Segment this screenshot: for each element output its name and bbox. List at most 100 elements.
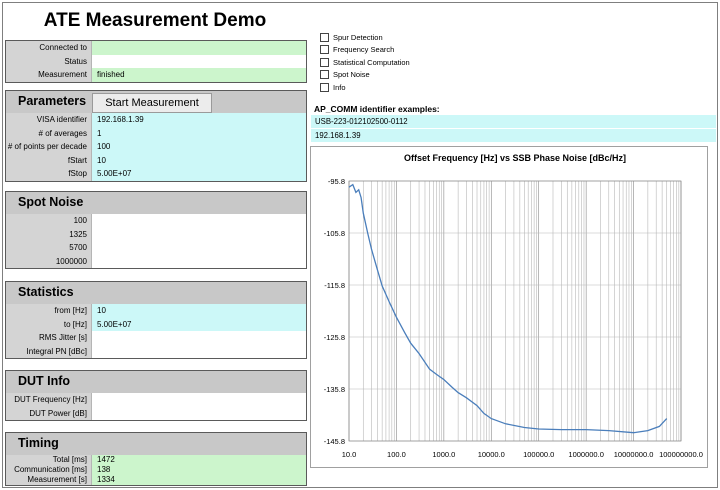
- dut-info-header: DUT Info: [6, 371, 306, 393]
- spot-noise-value: [91, 241, 306, 255]
- timing-title: Timing: [18, 436, 59, 450]
- checkbox-label: Statistical Computation: [333, 57, 410, 67]
- timing-label: Measurement [s]: [6, 475, 91, 485]
- y-tick-label: -105.8: [324, 229, 345, 238]
- timing-label: Communication [ms]: [6, 465, 91, 475]
- option-checkboxes: Spur Detection Frequency Search Statisti…: [320, 31, 410, 94]
- checkbox-label: Frequency Search: [333, 45, 395, 55]
- stat-to-input[interactable]: 5.00E+07: [91, 317, 306, 331]
- phase-noise-series-line: [348, 183, 668, 434]
- timing-meas-value: 1334: [91, 475, 306, 485]
- checkbox-box[interactable]: [320, 45, 329, 55]
- stat-label: Integral PN [dBc]: [6, 344, 91, 358]
- statistical-computation-checkbox[interactable]: Statistical Computation: [320, 56, 410, 69]
- dut-label: DUT Power [dB]: [6, 406, 91, 420]
- status-value: [91, 54, 306, 68]
- timing-total-value: 1472: [91, 455, 306, 465]
- parameters-title: Parameters: [18, 94, 87, 108]
- plot-area-border: [348, 180, 682, 442]
- chart-title: Offset Frequency [Hz] vs SSB Phase Noise…: [404, 153, 626, 163]
- info-checkbox[interactable]: Info: [320, 81, 410, 94]
- page-title: ATE Measurement Demo: [43, 10, 267, 31]
- param-label: fStop: [6, 167, 91, 181]
- points-per-decade-input[interactable]: 100: [91, 140, 306, 154]
- checkbox-box[interactable]: [320, 32, 329, 42]
- spot-noise-panel: Spot Noise 100 1325 5700 1000000: [5, 191, 307, 269]
- timing-label: Total [ms]: [6, 455, 91, 465]
- frequency-search-checkbox[interactable]: Frequency Search: [320, 44, 410, 57]
- x-tick-label: 100.0: [387, 450, 406, 459]
- param-label: VISA identifier: [6, 113, 91, 127]
- spot-freq-label: 100: [6, 214, 91, 228]
- dut-info-panel: DUT Info DUT Frequency [Hz] DUT Power [d…: [5, 370, 307, 421]
- status-row-measurement: Measurement finished: [6, 68, 306, 82]
- connected-label: Connected to: [6, 41, 91, 55]
- y-tick-label: -95.8: [328, 177, 345, 186]
- param-label: # of averages: [6, 126, 91, 140]
- spot-noise-title: Spot Noise: [18, 195, 84, 209]
- integral-pn-value: [91, 344, 306, 358]
- measurement-label: Measurement: [6, 68, 91, 82]
- spot-noise-value: [91, 214, 306, 228]
- x-tick-label: 10000.0: [478, 450, 505, 459]
- statistics-title: Statistics: [18, 285, 74, 299]
- spot-noise-header: Spot Noise: [6, 192, 306, 214]
- dut-info-title: DUT Info: [18, 374, 71, 388]
- connected-value[interactable]: [91, 41, 306, 55]
- stat-label: RMS Jitter [s]: [6, 331, 91, 345]
- visa-identifier-input[interactable]: 192.168.1.39: [91, 113, 306, 127]
- status-row-connected: Connected to: [6, 41, 306, 55]
- averages-input[interactable]: 1: [91, 126, 306, 140]
- checkbox-label: Info: [333, 82, 346, 92]
- timing-comm-value: 138: [91, 465, 306, 475]
- y-tick-label: -125.8: [324, 333, 345, 342]
- status-row-status: Status: [6, 54, 306, 68]
- x-tick-label: 10.0: [342, 450, 357, 459]
- dut-frequency-value: [91, 393, 306, 407]
- timing-panel: Timing Total [ms] 1472 Communication [ms]…: [5, 432, 307, 486]
- x-tick-label: 1000000.0: [568, 450, 603, 459]
- x-tick-label: 100000000.0: [659, 450, 703, 459]
- x-tick-label: 1000.0: [432, 450, 455, 459]
- stat-from-input[interactable]: 10: [91, 304, 306, 318]
- y-tick-label: -145.8: [324, 437, 345, 446]
- param-label: fStart: [6, 153, 91, 167]
- identifier-example-usb: USB-223-012102500-0112: [311, 115, 716, 128]
- rms-jitter-value: [91, 331, 306, 345]
- spot-freq-label: 1325: [6, 227, 91, 241]
- y-tick-label: -135.8: [324, 385, 345, 394]
- y-tick-label: -115.8: [324, 281, 345, 290]
- phase-noise-chart: Offset Frequency [Hz] vs SSB Phase Noise…: [310, 146, 708, 468]
- stat-label: from [Hz]: [6, 304, 91, 318]
- status-panel: Connected to Status Measurement finished: [5, 40, 307, 83]
- checkbox-box[interactable]: [320, 57, 329, 67]
- spur-detection-checkbox[interactable]: Spur Detection: [320, 31, 410, 44]
- x-tick-label: 100000.0: [523, 450, 554, 459]
- fstop-input[interactable]: 5.00E+07: [91, 167, 306, 181]
- param-label: # of points per decade: [6, 140, 91, 154]
- identifier-examples-label: AP_COMM identifier examples:: [314, 104, 440, 114]
- x-tick-label: 10000000.0: [614, 450, 654, 459]
- checkbox-label: Spur Detection: [333, 32, 383, 42]
- fstart-input[interactable]: 10: [91, 153, 306, 167]
- phase-noise-chart-svg: Offset Frequency [Hz] vs SSB Phase Noise…: [324, 153, 703, 459]
- spot-freq-label: 5700: [6, 241, 91, 255]
- timing-header: Timing: [6, 433, 306, 455]
- checkbox-box[interactable]: [320, 82, 329, 92]
- parameters-panel: Parameters Start Measurement VISA identi…: [5, 90, 307, 182]
- status-label: Status: [6, 54, 91, 68]
- dut-power-value: [91, 406, 306, 420]
- measurement-value: finished: [91, 68, 306, 82]
- spot-noise-value: [91, 254, 306, 268]
- parameters-header: Parameters Start Measurement: [6, 91, 306, 113]
- dut-label: DUT Frequency [Hz]: [6, 393, 91, 407]
- stat-label: to [Hz]: [6, 317, 91, 331]
- spot-noise-value: [91, 227, 306, 241]
- start-measurement-button[interactable]: Start Measurement: [92, 93, 212, 113]
- checkbox-box[interactable]: [320, 70, 329, 80]
- checkbox-label: Spot Noise: [333, 70, 370, 80]
- spot-freq-label: 1000000: [6, 254, 91, 268]
- spot-noise-checkbox[interactable]: Spot Noise: [320, 69, 410, 82]
- identifier-example-ip: 192.168.1.39: [311, 129, 716, 142]
